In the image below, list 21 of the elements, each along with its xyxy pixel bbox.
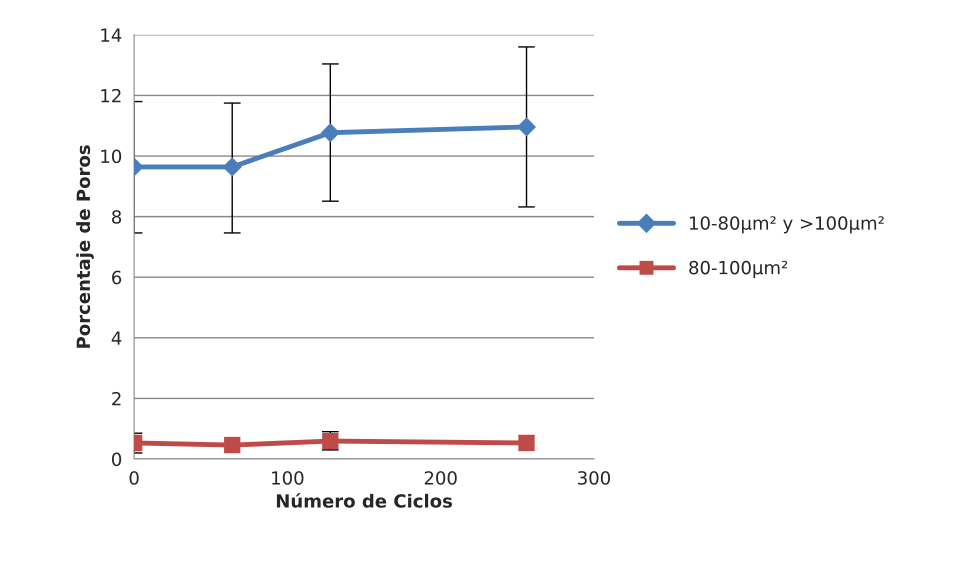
y-tick-label: 8 <box>112 210 122 224</box>
y-tick-label: 0 <box>112 452 122 466</box>
x-tick-label: 0 <box>130 471 139 485</box>
x-tick-label: 200 <box>424 471 457 485</box>
point <box>320 123 340 142</box>
point <box>518 434 535 452</box>
x-axis-title: Número de Ciclos <box>276 493 452 508</box>
legend-label: 80-100µm² <box>689 260 788 278</box>
y-axis-title: Porcentaje de Poros <box>76 145 94 348</box>
point <box>517 118 536 136</box>
point <box>224 436 240 454</box>
point <box>222 158 242 176</box>
legend-label: 10-80µm² y >100µm² <box>690 216 884 234</box>
x-tick-label: 100 <box>272 471 304 485</box>
y-tick-label: 10 <box>101 150 122 164</box>
y-tick-label: 6 <box>112 270 122 284</box>
y-tick-label: 12 <box>101 88 121 102</box>
y-tick-label: 14 <box>101 28 122 42</box>
y-tick-label: 2 <box>112 392 121 406</box>
x-tick-label: 300 <box>578 471 610 485</box>
y-tick-label: 4 <box>112 332 122 345</box>
